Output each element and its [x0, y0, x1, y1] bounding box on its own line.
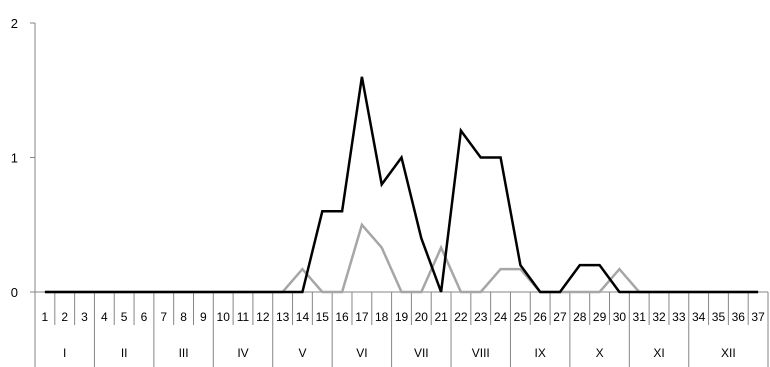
- x-tick-label: 35: [712, 310, 726, 324]
- x-tick-label: 3: [81, 310, 88, 324]
- x-tick-label: 2: [61, 310, 68, 324]
- x-tick-label: 26: [533, 310, 547, 324]
- series-line-2: [44, 222, 759, 294]
- x-tick-label: 18: [375, 310, 389, 324]
- x-tick-label: 17: [355, 310, 369, 324]
- series-line-1: [44, 76, 759, 294]
- group-label: I: [63, 346, 66, 360]
- x-tick-label: 11: [237, 310, 250, 324]
- group-label: VII: [414, 346, 429, 360]
- group-label: X: [596, 346, 604, 360]
- x-tick-label: 6: [141, 310, 148, 324]
- group-label: II: [121, 346, 128, 360]
- x-tick-label: 14: [296, 310, 310, 324]
- x-tick-label: 10: [217, 310, 231, 324]
- x-tick-label: 4: [101, 310, 108, 324]
- group-label: XII: [721, 346, 736, 360]
- group-label: VI: [356, 346, 367, 360]
- x-tick-label: 29: [593, 310, 607, 324]
- x-tick-label: 36: [732, 310, 746, 324]
- group-label: V: [298, 346, 306, 360]
- y-tick-label: 1: [11, 151, 18, 166]
- group-label: XI: [653, 346, 664, 360]
- x-tick-label: 1: [42, 310, 49, 324]
- x-tick-label: 7: [160, 310, 167, 324]
- x-tick-label: 37: [751, 310, 765, 324]
- x-tick-label: 9: [200, 310, 207, 324]
- y-tick-label: 2: [11, 16, 18, 31]
- x-tick-label: 5: [121, 310, 128, 324]
- group-label: III: [179, 346, 189, 360]
- x-tick-label: 27: [553, 310, 567, 324]
- x-tick-label: 16: [335, 310, 349, 324]
- x-tick-label: 30: [613, 310, 627, 324]
- x-tick-label: 21: [434, 310, 448, 324]
- group-label: IX: [535, 346, 546, 360]
- group-label: VIII: [472, 346, 490, 360]
- x-tick-label: 19: [395, 310, 409, 324]
- x-tick-label: 23: [474, 310, 488, 324]
- x-tick-label: 8: [180, 310, 187, 324]
- x-tick-label: 22: [454, 310, 468, 324]
- x-tick-label: 20: [415, 310, 429, 324]
- x-tick-label: 34: [692, 310, 706, 324]
- y-tick-label: 0: [11, 285, 18, 300]
- chart-series: [44, 76, 759, 294]
- x-tick-label: 32: [652, 310, 666, 324]
- x-tick-label: 33: [672, 310, 686, 324]
- group-label: IV: [237, 346, 248, 360]
- x-tick-label: 15: [316, 310, 330, 324]
- x-tick-label: 28: [573, 310, 587, 324]
- x-tick-label: 25: [514, 310, 528, 324]
- x-tick-label: 12: [256, 310, 270, 324]
- x-tick-label: 31: [633, 310, 647, 324]
- x-tick-label: 24: [494, 310, 508, 324]
- x-tick-label: 13: [276, 310, 290, 324]
